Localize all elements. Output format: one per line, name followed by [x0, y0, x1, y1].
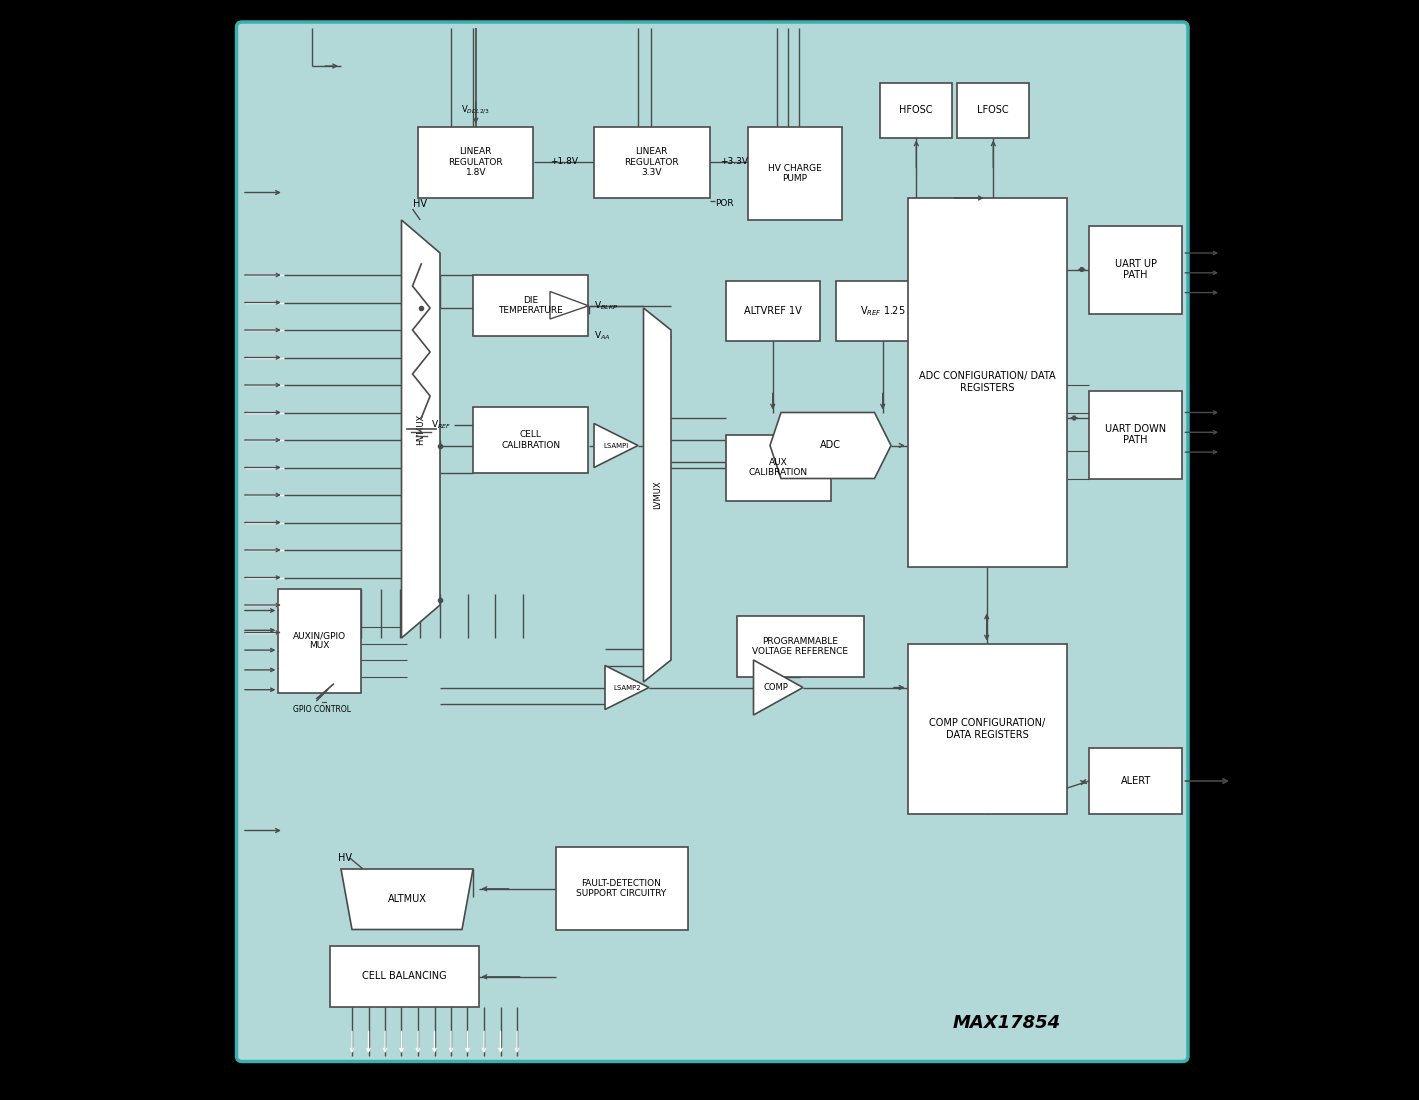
Text: LVMUX: LVMUX	[653, 481, 661, 509]
Polygon shape	[604, 666, 648, 710]
Text: HFOSC: HFOSC	[900, 104, 932, 116]
FancyBboxPatch shape	[278, 588, 360, 693]
FancyBboxPatch shape	[880, 82, 952, 138]
Text: ALTMUX: ALTMUX	[387, 894, 427, 904]
FancyBboxPatch shape	[473, 275, 589, 336]
Text: DIE
TEMPERATURE: DIE TEMPERATURE	[498, 296, 563, 315]
FancyBboxPatch shape	[419, 126, 534, 198]
Text: LFOSC: LFOSC	[976, 104, 1009, 116]
FancyBboxPatch shape	[1088, 390, 1182, 478]
Polygon shape	[341, 869, 473, 929]
Text: V$_{REF}$: V$_{REF}$	[430, 418, 451, 431]
FancyBboxPatch shape	[727, 280, 820, 341]
Text: ALTVREF 1V: ALTVREF 1V	[744, 306, 802, 316]
FancyBboxPatch shape	[237, 22, 1188, 1062]
Text: V$_{AA}$: V$_{AA}$	[595, 329, 610, 342]
Text: LINEAR
REGULATOR
1.8V: LINEAR REGULATOR 1.8V	[448, 147, 504, 177]
Text: COMP CONFIGURATION/
DATA REGISTERS: COMP CONFIGURATION/ DATA REGISTERS	[929, 718, 1046, 739]
Text: LINEAR
REGULATOR
3.3V: LINEAR REGULATOR 3.3V	[624, 147, 680, 177]
Text: POR: POR	[715, 199, 734, 208]
Text: +3.3V: +3.3V	[721, 157, 748, 166]
Text: UART UP
PATH: UART UP PATH	[1115, 258, 1156, 280]
FancyBboxPatch shape	[595, 126, 710, 198]
Polygon shape	[595, 424, 639, 468]
Text: ADC CONFIGURATION/ DATA
REGISTERS: ADC CONFIGURATION/ DATA REGISTERS	[920, 372, 1056, 393]
Text: PROGRAMMABLE
VOLTAGE REFERENCE: PROGRAMMABLE VOLTAGE REFERENCE	[752, 637, 849, 656]
Text: V$_{REF}$ 1.25: V$_{REF}$ 1.25	[860, 304, 905, 318]
Text: UART DOWN
PATH: UART DOWN PATH	[1105, 424, 1166, 446]
FancyBboxPatch shape	[331, 946, 478, 1006]
FancyBboxPatch shape	[1088, 226, 1182, 314]
FancyBboxPatch shape	[908, 198, 1067, 566]
Text: HV CHARGE
PUMP: HV CHARGE PUMP	[768, 164, 822, 183]
FancyBboxPatch shape	[748, 126, 841, 220]
FancyBboxPatch shape	[736, 616, 864, 676]
Polygon shape	[771, 412, 891, 478]
Polygon shape	[753, 660, 803, 715]
FancyBboxPatch shape	[555, 847, 687, 930]
Text: V$_{BLKP}$: V$_{BLKP}$	[595, 299, 619, 312]
Text: GPIO CONTROL: GPIO CONTROL	[294, 705, 352, 714]
FancyBboxPatch shape	[908, 644, 1067, 814]
FancyBboxPatch shape	[727, 434, 830, 500]
FancyBboxPatch shape	[956, 82, 1029, 138]
Text: CELL
CALIBRATION: CELL CALIBRATION	[501, 430, 561, 450]
Text: ADC: ADC	[820, 440, 841, 451]
Text: HVMUX: HVMUX	[416, 414, 426, 444]
Text: AUX
CALIBRATION: AUX CALIBRATION	[749, 458, 807, 477]
FancyBboxPatch shape	[1088, 748, 1182, 814]
Text: V$_{DDL2/3}$: V$_{DDL2/3}$	[461, 102, 491, 116]
Polygon shape	[551, 292, 589, 319]
Text: MAX17854: MAX17854	[952, 1014, 1060, 1032]
Text: COMP: COMP	[763, 683, 788, 692]
Text: +1.8V: +1.8V	[551, 157, 578, 166]
FancyBboxPatch shape	[836, 280, 929, 341]
Text: HV: HV	[338, 852, 352, 864]
Text: HV: HV	[413, 198, 427, 209]
Text: ALERT: ALERT	[1121, 776, 1151, 786]
Polygon shape	[402, 220, 440, 638]
Text: CELL BALANCING: CELL BALANCING	[362, 971, 447, 981]
Text: LSAMP2: LSAMP2	[613, 684, 641, 691]
Polygon shape	[643, 308, 671, 682]
Text: LSAMPI: LSAMPI	[603, 442, 629, 449]
FancyBboxPatch shape	[473, 407, 589, 473]
Text: FAULT-DETECTION
SUPPORT CIRCUITRY: FAULT-DETECTION SUPPORT CIRCUITRY	[576, 879, 667, 898]
Text: AUXIN/GPIO
MUX: AUXIN/GPIO MUX	[292, 631, 346, 650]
